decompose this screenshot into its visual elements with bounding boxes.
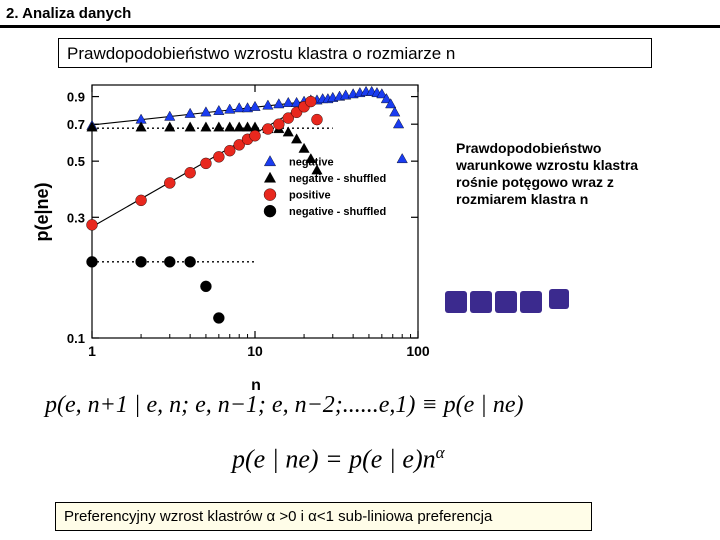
data-point [389,106,401,117]
cluster-squares [445,289,575,315]
data-point [213,121,225,132]
data-point [305,153,317,164]
subtitle-box: Prawdopodobieństwo wzrostu klastra o roz… [58,38,652,68]
description-line: rozmiarem klastra n [456,191,589,207]
data-point [273,118,285,130]
data-point [241,121,254,132]
y-tick-label: 0.9 [67,90,85,105]
data-point [200,121,212,132]
note-text: Preferencyjny wzrost klastrów α >0 i α<1… [64,508,493,525]
legend-label: negative [289,157,334,169]
data-point [184,121,196,132]
power-law-equation: p(e | ne) = p(e | e)nα [232,443,445,475]
subtitle: Prawdopodobieństwo wzrostu klastra o roz… [67,44,456,63]
x-axis-label: n [251,377,261,390]
cluster-square [445,291,467,313]
data-point [86,219,98,231]
data-point [164,177,176,189]
data-point [249,121,261,132]
data-point [249,100,261,111]
description-line: Prawdopodobieństwo [456,140,602,156]
data-point [224,121,236,132]
cluster-square [495,291,517,313]
data-point [184,256,196,268]
legend-entry: negative - shuffled [263,171,386,185]
legend-marker [263,204,277,218]
cluster-square-new [549,289,569,309]
data-point [282,112,294,124]
slide-title: 2. Analiza danych [6,5,132,22]
data-point [86,121,98,132]
data-point [385,98,397,109]
description-line: rośnie potęgowo wraz z [456,174,614,190]
cluster-square [520,291,542,313]
data-point [200,106,212,117]
y-tick-label: 0.1 [67,331,85,346]
data-point [184,107,196,118]
legend-entry: positive [263,188,331,202]
y-axis-label: p(e|ne) [32,182,52,241]
data-point [340,89,352,100]
legend-marker [263,171,277,183]
data-point [164,110,176,121]
legend-entry: negative [263,155,334,169]
data-point [184,167,196,179]
x-tick-label: 10 [247,343,263,359]
data-point [135,256,147,268]
legend-marker [263,155,277,167]
data-point [200,157,212,170]
data-point [135,121,147,132]
data-point [213,104,225,115]
data-point [233,102,245,113]
data-point [213,151,225,163]
data-point [224,103,236,114]
data-point [273,98,285,109]
header-rule [0,25,720,28]
data-point [311,113,323,126]
conditional-probability-equation: p(e, n+1 | e, n; e, n−1; e, n−2;......e,… [45,392,524,418]
y-tick-label: 0.7 [67,117,85,132]
note-box: Preferencyjny wzrost klastrów α >0 i α<1… [55,502,592,531]
legend-label: negative - shuffled [289,173,386,185]
data-point [135,194,147,207]
data-point [200,280,212,293]
x-tick-label: 100 [406,343,430,359]
alpha-exponent: α [435,443,445,462]
power-law-equation-main: p(e | ne) = p(e | e)n [232,444,436,474]
x-tick-label: 1 [88,343,96,359]
data-point [213,312,225,324]
data-point [262,99,274,110]
data-point [393,118,405,129]
data-point [282,126,294,137]
data-point [305,95,317,108]
data-point [224,144,236,157]
data-point [249,130,261,142]
cluster-square [470,291,492,313]
header: 2. Analiza danych [0,0,720,28]
data-point [164,121,176,132]
data-point [311,164,323,175]
y-tick-label: 0.3 [67,210,85,225]
growth-probability-chart: 0.1 0.3 0.5 0.7 0.9 1 10 100 n p(e|ne) negative neg… [32,84,430,390]
data-point [233,139,245,151]
data-point [164,256,176,268]
data-point [396,153,408,164]
data-point [291,133,303,144]
data-point [380,93,392,104]
description-line: warunkowe wzrostu klastra [456,157,639,173]
legend-label: positive [289,190,331,202]
legend-label: negative - shuffled [289,206,386,218]
data-point [262,123,274,135]
y-tick-label: 0.5 [67,154,85,169]
data-point [86,256,98,268]
legend-marker [263,188,277,201]
data-point [233,121,245,132]
legend-entry: negative - shuffled [263,204,386,218]
data-point [376,88,388,99]
data-point [298,142,310,153]
data-point [282,96,294,107]
description: Prawdopodobieństwo warunkowe wzrostu kla… [456,140,686,208]
